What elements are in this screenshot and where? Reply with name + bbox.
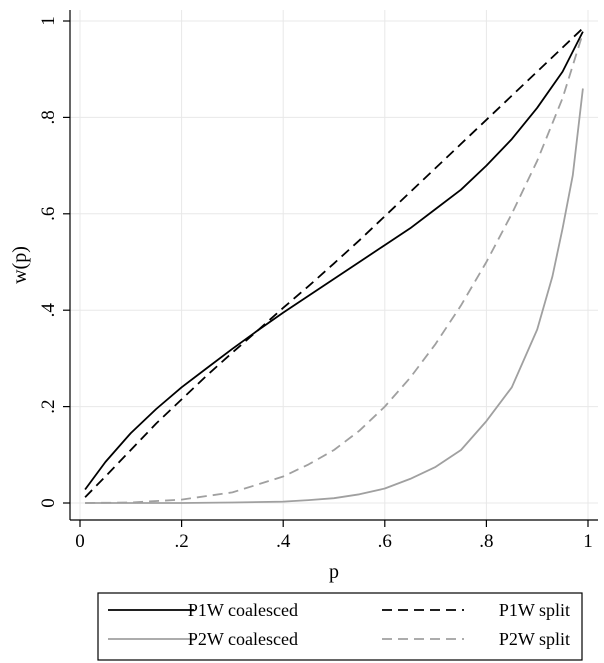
legend-box <box>97 592 583 661</box>
series-line-p2w-coalesced <box>85 88 584 504</box>
legend-label-p1w-coalesced: P1W coalesced <box>188 600 298 620</box>
x-tick-label: 1 <box>583 531 593 552</box>
y-ticks: 0 .2 .4 .6 .8 1 <box>38 16 70 508</box>
legend-label-p2w-coalesced: P2W coalesced <box>188 629 298 649</box>
y-tick-label: 0 <box>38 498 59 508</box>
y-tick-label: .6 <box>38 207 59 221</box>
y-tick-label: .8 <box>38 110 59 124</box>
series-line-p1w-coalesced <box>84 31 584 491</box>
x-tick-label: .4 <box>276 531 291 552</box>
series-line-p2w-split <box>85 32 584 504</box>
y-tick-label: 1 <box>38 16 59 26</box>
y-tick-label: .2 <box>38 399 59 413</box>
x-tick-label: 0 <box>75 531 85 552</box>
y-axis-title: w(p) <box>9 246 31 284</box>
x-tick-label: .6 <box>378 531 392 552</box>
x-axis-title: p <box>329 561 339 583</box>
x-ticks: 0 .2 .4 .6 .8 1 <box>75 520 593 552</box>
series-line-p1w-split <box>84 27 584 498</box>
legend-label-p2w-split: P2W split <box>499 629 570 649</box>
series-layer <box>84 27 584 504</box>
plot-background <box>70 10 598 520</box>
plot-area <box>69 10 598 521</box>
x-tick-label: .8 <box>479 531 493 552</box>
y-tick-label: .4 <box>38 303 59 318</box>
legend-label-p1w-split: P1W split <box>499 600 570 620</box>
x-tick-label: .2 <box>174 531 188 552</box>
legend: P1W coalesced P1W split P2W coalesced P2W s… <box>97 592 583 661</box>
